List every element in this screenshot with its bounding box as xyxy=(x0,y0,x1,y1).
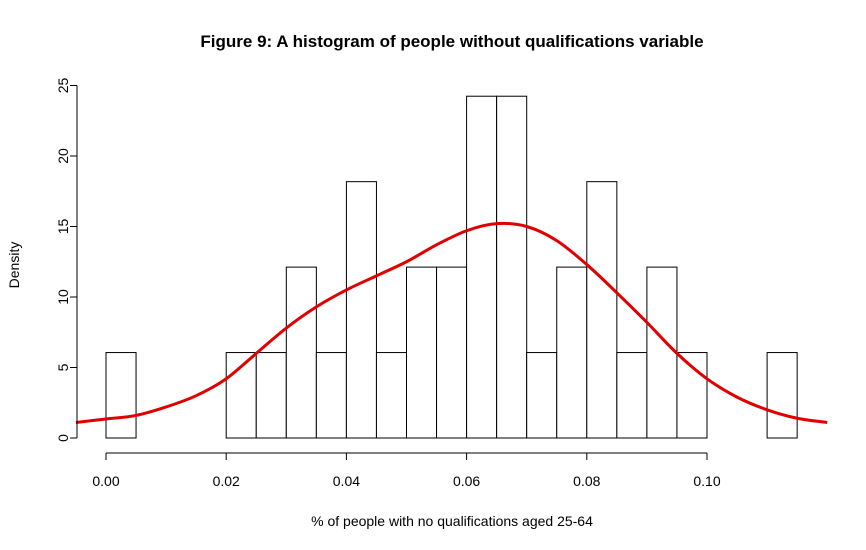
x-tick-label: 0.04 xyxy=(333,473,360,489)
histogram-bar xyxy=(466,95,498,439)
histogram-bar xyxy=(526,352,558,439)
histogram-bar xyxy=(436,266,468,439)
y-tick-label: 25 xyxy=(55,78,71,94)
histogram-bar xyxy=(766,352,798,439)
y-tick-label: 0 xyxy=(55,434,71,442)
x-axis: 0.00 0.02 0.04 0.06 0.08 0.10 xyxy=(92,452,721,489)
histogram-bar xyxy=(556,266,588,439)
y-axis: 0 5 10 15 20 25 xyxy=(55,78,78,442)
density-curve xyxy=(75,221,828,424)
x-tick-label: 0.10 xyxy=(693,473,720,489)
histogram-bars xyxy=(105,95,798,439)
histogram-bar xyxy=(496,95,528,439)
x-tick-label: 0.02 xyxy=(213,473,240,489)
y-tick-label: 10 xyxy=(55,289,71,305)
histogram-bar xyxy=(646,266,678,439)
histogram-bar xyxy=(285,266,317,439)
x-tick-label: 0.00 xyxy=(92,473,119,489)
histogram-bar xyxy=(616,352,648,439)
y-axis-label: Density xyxy=(6,242,22,289)
histogram-bar xyxy=(315,352,347,439)
histogram-bar xyxy=(406,266,438,439)
histogram-bar xyxy=(586,181,618,439)
x-tick-label: 0.06 xyxy=(453,473,480,489)
x-axis-label: % of people with no qualifications aged … xyxy=(311,513,593,529)
histogram-bar xyxy=(345,181,377,439)
chart-title: Figure 9: A histogram of people without … xyxy=(200,32,703,51)
histogram-bar xyxy=(375,352,408,439)
x-tick-label: 0.08 xyxy=(573,473,600,489)
histogram-bar xyxy=(255,352,287,439)
y-tick-label: 20 xyxy=(55,148,71,164)
y-tick-label: 15 xyxy=(55,219,71,235)
histogram-bar xyxy=(105,352,137,439)
y-tick-label: 5 xyxy=(55,363,71,371)
